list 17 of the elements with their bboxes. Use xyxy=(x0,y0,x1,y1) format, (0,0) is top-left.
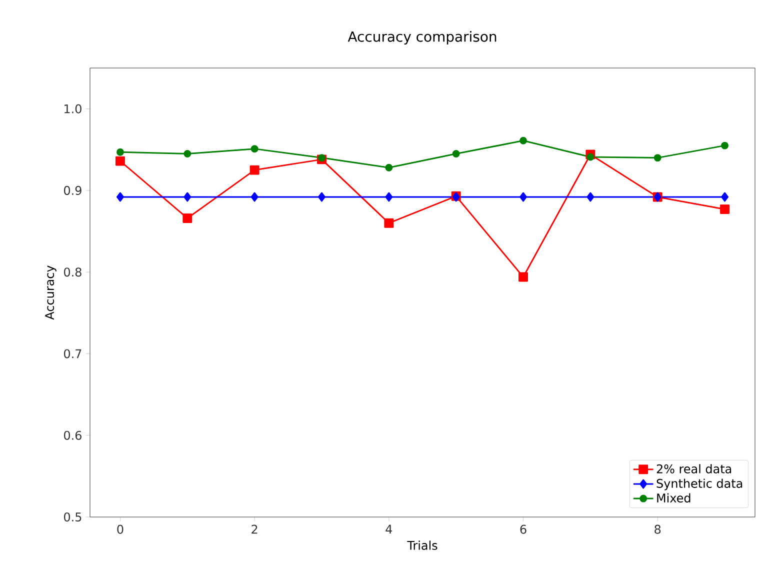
x-axis-title: Trials xyxy=(407,540,438,550)
legend-label: 2% real data xyxy=(656,464,732,474)
chart-title: Accuracy comparison xyxy=(348,31,496,45)
x-tick-label: 4 xyxy=(386,524,392,534)
y-tick-label: 0.7 xyxy=(64,349,82,358)
y-tick-label: 0.5 xyxy=(64,512,82,522)
y-tick-label: 0.8 xyxy=(64,268,82,277)
legend-label: Synthetic data xyxy=(656,478,742,490)
y-tick-label: 1.0 xyxy=(64,104,82,114)
x-tick-label: 6 xyxy=(520,524,526,534)
y-tick-label: 0.6 xyxy=(64,430,82,440)
x-tick-label: 8 xyxy=(654,524,661,534)
x-tick-label: 0 xyxy=(117,524,124,534)
y-axis-title: Accuracy xyxy=(45,266,56,320)
legend-label: Mixed xyxy=(657,493,690,503)
y-tick-label: 0.9 xyxy=(64,186,82,195)
x-tick-label: 2 xyxy=(252,524,258,534)
